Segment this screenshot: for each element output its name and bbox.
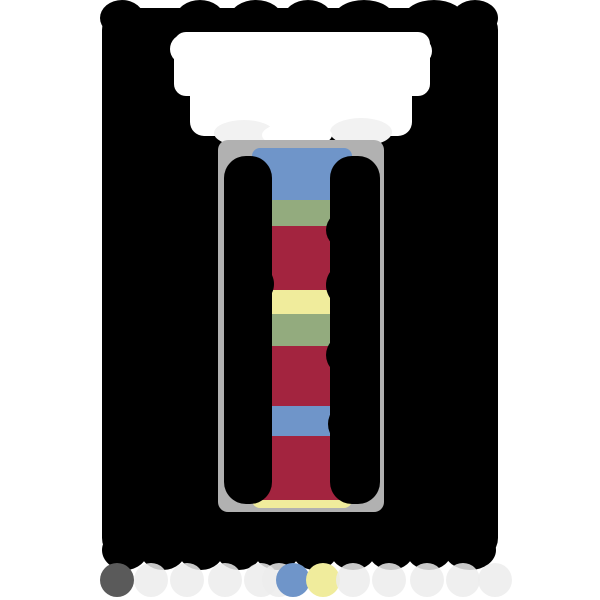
bottom-dot-sky [276,563,310,597]
bottom-dot-fog [336,563,370,597]
bottom-dot-fog [446,563,480,597]
bottom-dot-fog [134,563,168,597]
bottom-dot-fog [478,563,512,597]
bottom-dot-fog [410,563,444,597]
bottom-dot-butter [306,563,340,597]
bottom-dot-fog [170,563,204,597]
column-band-butter [252,500,352,508]
bottom-dot-fog [372,563,406,597]
bottom-dot-fog [208,563,242,597]
bottom-dot-ash [100,563,134,597]
